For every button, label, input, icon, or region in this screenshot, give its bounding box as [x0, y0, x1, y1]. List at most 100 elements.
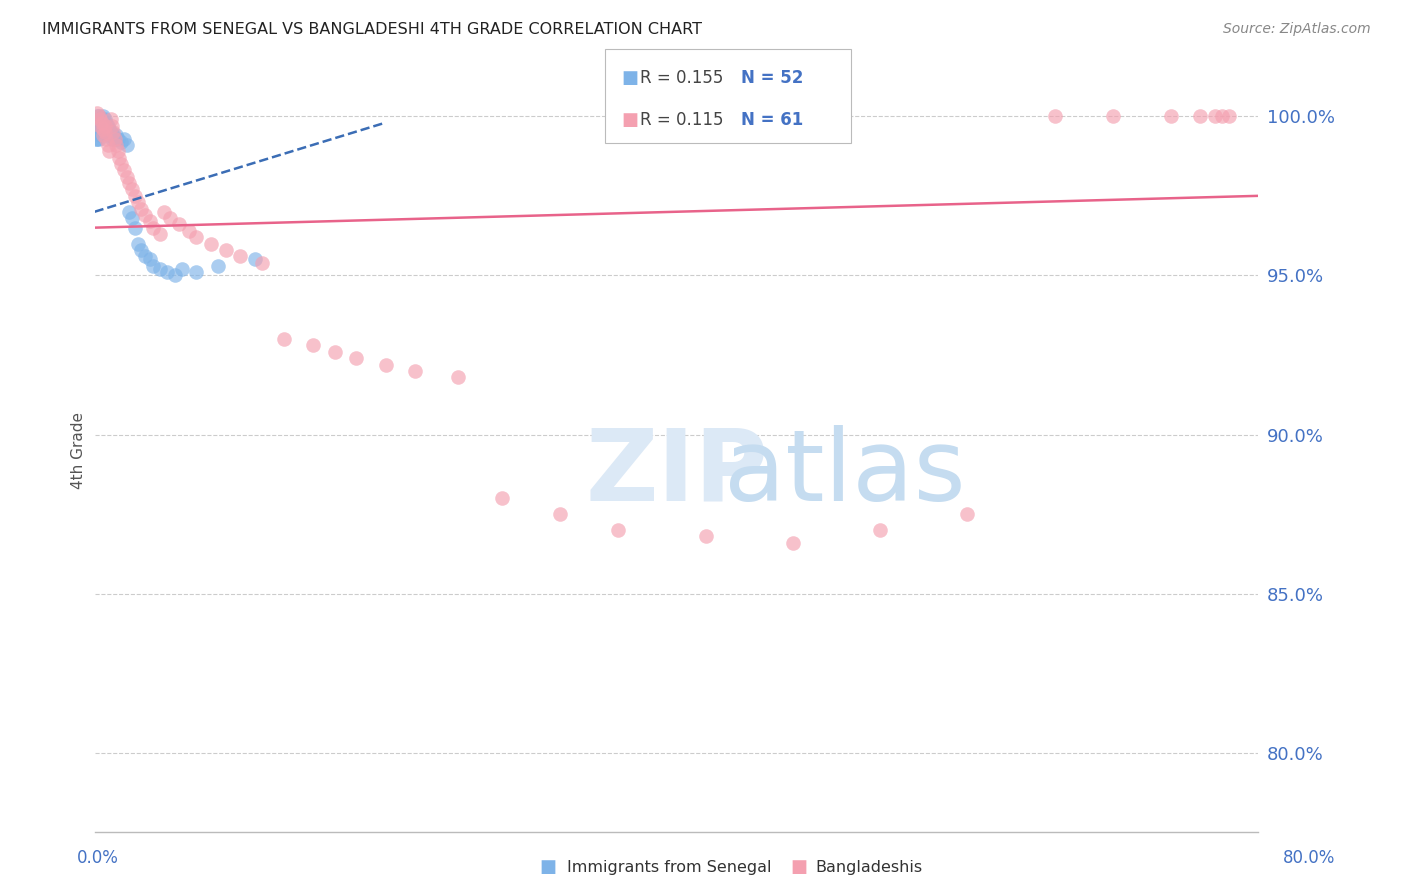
Point: [87, 109, 110, 123]
Point: [301, 338, 323, 352]
Point: [1218, 109, 1240, 123]
Point: [142, 220, 165, 235]
Point: [243, 252, 266, 267]
Point: [91, 122, 114, 136]
Text: atlas: atlas: [724, 425, 966, 522]
Point: [346, 351, 368, 366]
Point: [96, 131, 118, 145]
Point: [273, 332, 295, 346]
Point: [90, 112, 112, 127]
Point: [104, 131, 127, 145]
Point: [170, 262, 193, 277]
Point: [96, 122, 118, 136]
Point: [782, 535, 804, 549]
Point: [179, 224, 201, 238]
Point: [90, 115, 112, 129]
Text: R = 0.115: R = 0.115: [640, 112, 723, 129]
Point: [153, 204, 176, 219]
Point: [186, 265, 208, 279]
Point: [98, 128, 121, 143]
Point: [869, 523, 891, 537]
Point: [124, 189, 146, 203]
Point: [1043, 109, 1066, 123]
Point: [159, 211, 181, 226]
Text: 80.0%: 80.0%: [1284, 849, 1336, 867]
Point: [108, 151, 131, 165]
Point: [90, 125, 112, 139]
Point: [89, 119, 111, 133]
Text: Immigrants from Senegal: Immigrants from Senegal: [567, 860, 770, 874]
Point: [121, 211, 143, 226]
Point: [89, 112, 111, 127]
Text: Bangladeshis: Bangladeshis: [815, 860, 922, 874]
Point: [97, 119, 120, 133]
Point: [139, 252, 162, 267]
Point: [1160, 109, 1182, 123]
Y-axis label: 4th Grade: 4th Grade: [72, 412, 86, 489]
Point: [86, 122, 108, 136]
Point: [87, 125, 110, 139]
Text: N = 52: N = 52: [741, 69, 803, 87]
Point: [112, 131, 135, 145]
Point: [98, 122, 121, 136]
Point: [129, 243, 152, 257]
Point: [98, 145, 121, 159]
Point: [491, 491, 513, 506]
Point: [94, 125, 117, 139]
Point: [149, 227, 172, 241]
Point: [167, 218, 190, 232]
Point: [129, 202, 152, 216]
Point: [127, 236, 149, 251]
Point: [100, 125, 122, 139]
Point: [100, 112, 122, 127]
Point: [156, 265, 179, 279]
Point: [1102, 109, 1125, 123]
Point: [607, 523, 630, 537]
Point: [121, 182, 143, 196]
Point: [695, 529, 717, 543]
Text: R = 0.155: R = 0.155: [640, 69, 723, 87]
Point: [115, 137, 138, 152]
Point: [97, 122, 120, 136]
Text: Source: ZipAtlas.com: Source: ZipAtlas.com: [1223, 22, 1371, 37]
Point: [404, 364, 426, 378]
Point: [163, 268, 186, 283]
Text: ■: ■: [621, 112, 638, 129]
Point: [94, 119, 117, 133]
Point: [1189, 109, 1212, 123]
Point: [105, 137, 128, 152]
Point: [89, 119, 111, 133]
Point: [127, 195, 149, 210]
Point: [142, 259, 165, 273]
Point: [149, 262, 172, 277]
Text: ■: ■: [540, 858, 557, 876]
Point: [103, 128, 125, 143]
Text: N = 61: N = 61: [741, 112, 803, 129]
Point: [84, 131, 107, 145]
Point: [87, 109, 110, 123]
Point: [91, 122, 114, 136]
Text: ■: ■: [790, 858, 807, 876]
Point: [110, 135, 132, 149]
Point: [90, 119, 112, 133]
Point: [107, 145, 129, 159]
Point: [548, 507, 571, 521]
Point: [374, 358, 396, 372]
Point: [89, 112, 111, 127]
Point: [112, 163, 135, 178]
Point: [229, 249, 252, 263]
Point: [1204, 109, 1226, 123]
Point: [956, 507, 979, 521]
Point: [86, 131, 108, 145]
Point: [91, 128, 114, 143]
Point: [101, 131, 124, 145]
Point: [103, 125, 125, 139]
Point: [139, 214, 162, 228]
Point: [124, 220, 146, 235]
Point: [186, 230, 208, 244]
Point: [447, 370, 470, 384]
Text: IMMIGRANTS FROM SENEGAL VS BANGLADESHI 4TH GRADE CORRELATION CHART: IMMIGRANTS FROM SENEGAL VS BANGLADESHI 4…: [42, 22, 702, 37]
Point: [1211, 109, 1233, 123]
Point: [84, 122, 107, 136]
Point: [86, 106, 108, 120]
